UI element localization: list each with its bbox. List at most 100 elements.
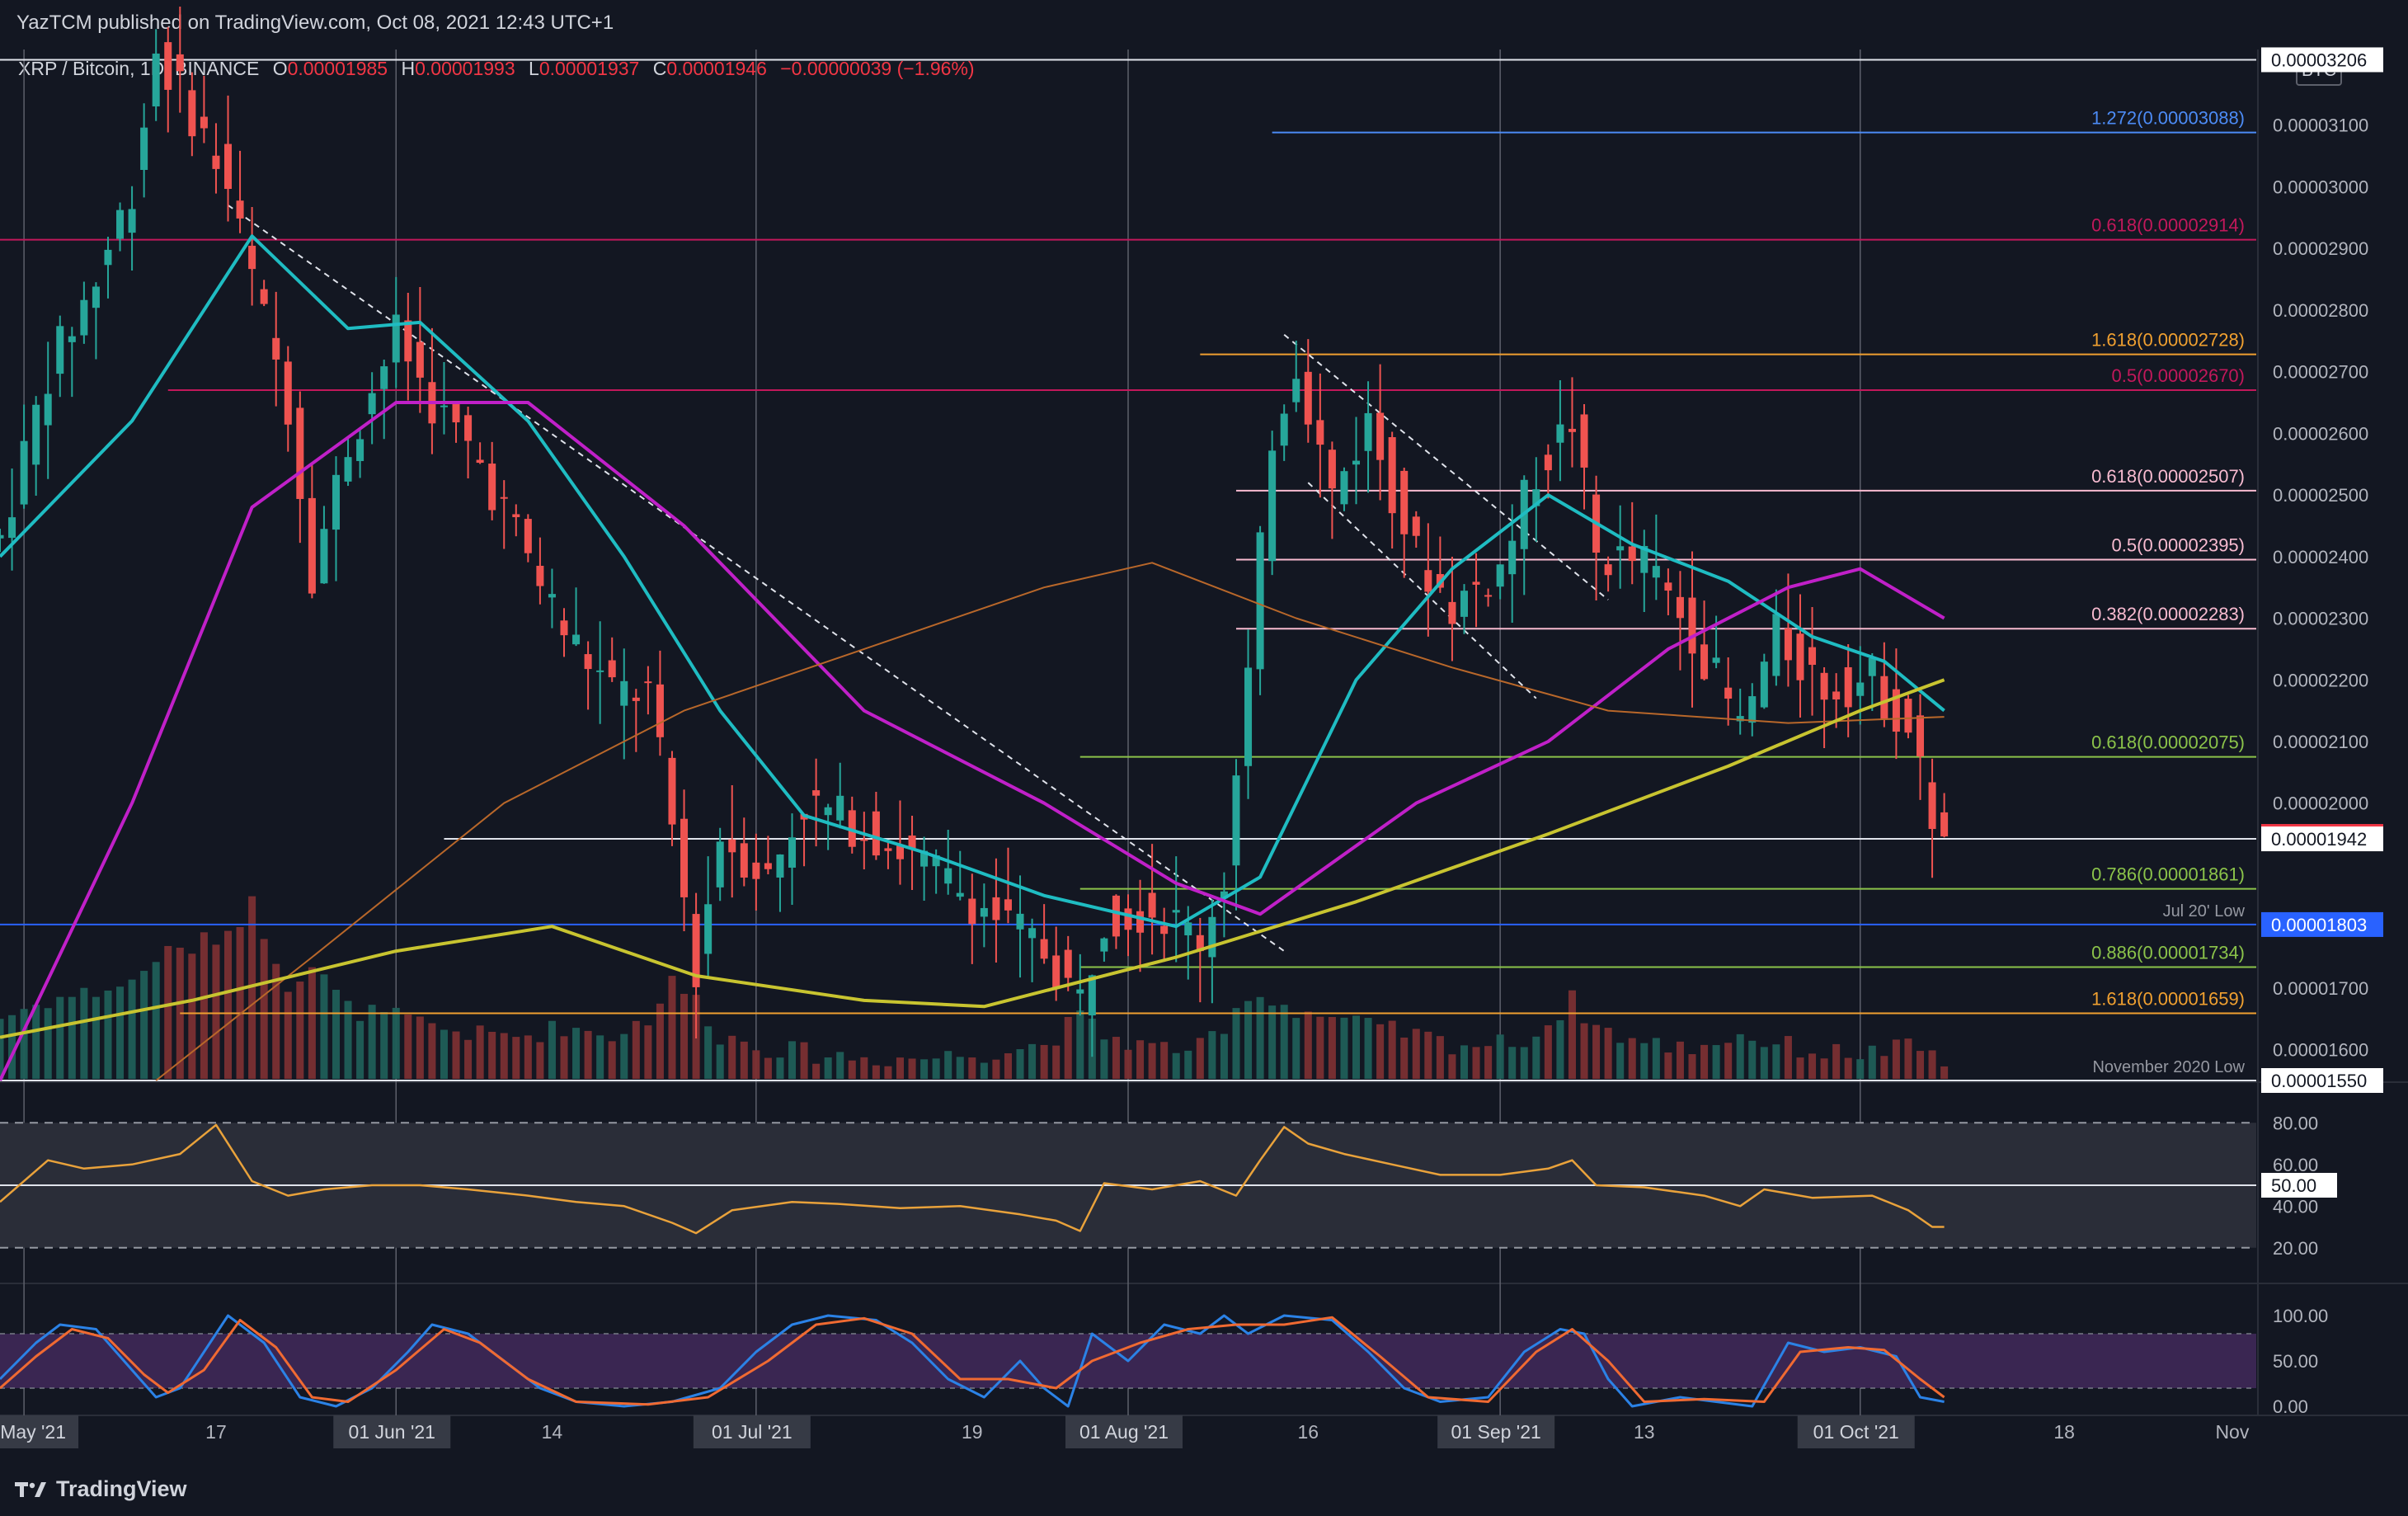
candle [920,850,929,867]
volume-bar [752,1050,760,1079]
candle [1508,540,1517,575]
candle [1820,672,1828,700]
volume-bar [392,1007,400,1079]
candles [0,7,1949,1057]
volume-bar [1592,1024,1601,1079]
volume-bar [320,974,328,1079]
symbol-ohlc-row: XRP / Bitcoin, 1D, BINANCE O0.00001985 H… [18,58,975,80]
volume-bar [680,993,689,1079]
volume-bar [1856,1059,1865,1079]
volume-bar [764,1057,772,1079]
volume-bar [1508,1047,1517,1079]
volume-bar [1736,1033,1744,1079]
volume-bar [560,1036,568,1079]
candle [1328,450,1336,489]
volume-bar [800,1042,808,1079]
volume-bar [620,1033,628,1079]
candle [1940,812,1949,837]
volume-bar [884,1066,892,1079]
price-level-label: 0.618(0.00002914) [2091,215,2245,236]
candle [548,594,556,598]
price-badge-label: 0.00001942 [2271,829,2367,850]
candle [212,155,220,169]
candle [968,898,976,925]
time-tick-label: 17 [205,1421,227,1443]
candle [1244,667,1253,766]
time-tick-label: 01 Jul '21 [712,1421,792,1443]
volume-bar [1280,1005,1288,1079]
volume-bar [416,1016,424,1079]
candle [644,681,652,684]
candle [1412,516,1420,536]
volume-bar [1196,1038,1204,1079]
candle [944,868,952,884]
volume-bar [1844,1057,1852,1079]
rsi-tick-label: 80.00 [2273,1113,2318,1133]
candle [1064,949,1072,978]
time-label-box [1437,1415,1555,1448]
candle [1568,428,1576,432]
candle [1208,916,1216,958]
volume-bar [1424,1031,1432,1079]
volume-bar [1496,1034,1504,1079]
price-tick-label: 0.00003000 [2273,177,2368,197]
time-tick-label: 01 Aug '21 [1079,1421,1169,1443]
candle [164,42,172,90]
volume-bar [824,1057,832,1079]
candle [1928,782,1936,830]
tradingview-logo-icon [15,1481,46,1497]
volume-bar [1712,1045,1720,1079]
candle [92,286,100,308]
volume-bar [1160,1042,1169,1079]
volume-bar [476,1025,484,1079]
volume-bar [572,1028,581,1079]
candle [1040,939,1048,959]
volume-bar [1580,1023,1588,1079]
candle [1172,910,1180,913]
candle [1148,892,1156,918]
volume-bar [344,1000,352,1079]
volume-bar [1832,1043,1841,1079]
volume-bar [872,1065,880,1079]
candle [824,807,832,816]
candle [1796,633,1804,680]
candle [656,684,664,737]
volume-bar [8,1015,16,1079]
candle [980,907,988,917]
candle [188,90,196,137]
ma100-line [155,562,1945,1081]
candle [1376,412,1385,460]
symbol-title[interactable]: XRP / Bitcoin, 1D, BINANCE [18,58,260,79]
candle [764,863,772,869]
stoch-rsi-pane [0,1314,2256,1408]
candle [608,660,616,678]
candle [1052,955,1061,988]
candle [344,457,352,482]
volume-bar [1268,1005,1277,1079]
volume-bar [1304,1011,1312,1079]
volume-bar [152,962,160,1079]
candle [272,337,280,360]
volume-bar [836,1052,844,1079]
volume-bar [380,1012,388,1079]
candle [788,837,797,868]
candle [1628,546,1636,562]
volume-bar [356,1020,364,1079]
candle [1856,682,1865,696]
price-levels: 1.272(0.00003088) 0.618(0.00002914) 1.618(… [0,59,2256,1081]
price-badge [2261,47,2383,73]
volume-bar [1808,1053,1817,1079]
candle [1544,454,1552,471]
candle [1772,614,1780,676]
time-tick-label: 14 [542,1421,563,1443]
candle [140,127,148,170]
price-badge [2261,1068,2383,1093]
tradingview-logo[interactable]: TradingView [15,1476,187,1502]
volume-bar [1016,1049,1024,1079]
volume-bar [1112,1037,1120,1079]
candle [1892,689,1900,732]
time-label-box [693,1415,811,1448]
time-tick-label: 01 May '21 [0,1421,66,1443]
price-level-label: Jul 20' Low [2163,902,2246,920]
